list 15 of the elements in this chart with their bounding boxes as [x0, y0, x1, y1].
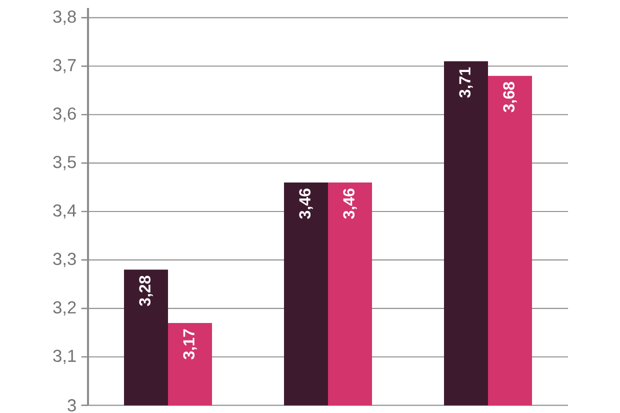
data-label: 3,68 [503, 82, 517, 112]
data-label: 3,71 [459, 67, 473, 98]
data-label: 3,46 [343, 188, 357, 219]
y-tick-label: 3,5 [53, 156, 76, 170]
y-tick-label: 3,4 [53, 204, 76, 219]
y-tick-label: 3,8 [53, 10, 76, 25]
y-tick-label: 3,7 [53, 58, 76, 74]
y-tick-label: 3,1 [53, 350, 76, 364]
data-label: 3,28 [139, 276, 153, 306]
y-tick-label: 3,6 [53, 107, 76, 122]
y-tick-label: 3 [68, 399, 76, 412]
data-label: 3,17 [183, 329, 197, 360]
y-tick-label: 3,2 [53, 301, 76, 316]
y-tick-label: 3,3 [53, 252, 76, 267]
data-label: 3,46 [299, 188, 313, 219]
